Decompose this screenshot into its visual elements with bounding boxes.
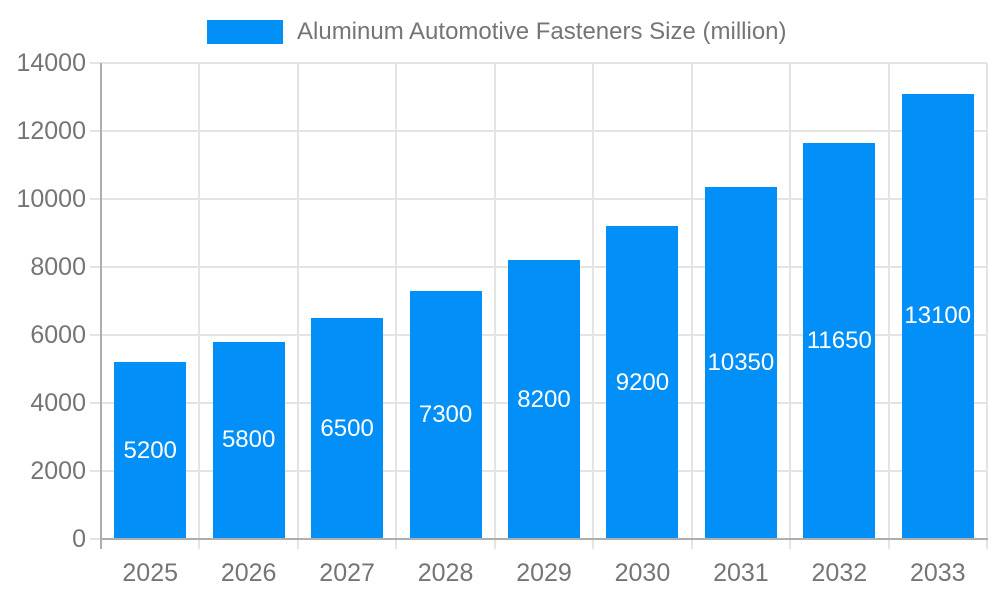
- y-tick: [90, 266, 101, 268]
- bar[interactable]: [803, 142, 876, 538]
- x-axis-label: 2025: [122, 559, 179, 587]
- bar-value-label: 8200: [517, 385, 571, 413]
- y-gridline: [101, 198, 987, 200]
- x-axis-label: 2032: [811, 559, 868, 587]
- x-axis-line: [100, 538, 988, 540]
- y-axis-label: 4000: [30, 389, 86, 417]
- y-tick: [90, 402, 101, 404]
- x-gridline: [592, 63, 595, 539]
- bar-value-label: 7300: [418, 400, 473, 428]
- x-gridline: [789, 63, 792, 539]
- x-gridline: [395, 63, 398, 539]
- bar-value-label: 9200: [615, 368, 670, 396]
- x-gridline: [690, 63, 693, 539]
- x-tick: [198, 539, 201, 549]
- x-axis-label: 2027: [319, 559, 375, 587]
- y-axis-label: 2000: [30, 457, 86, 485]
- bar[interactable]: [311, 318, 384, 538]
- y-tick: [90, 470, 101, 472]
- y-axis-label: 10000: [16, 185, 86, 213]
- bar-value-label: 5800: [221, 426, 276, 454]
- x-axis-label: 2028: [417, 559, 474, 587]
- bar[interactable]: [409, 290, 482, 538]
- bar[interactable]: [508, 260, 580, 538]
- x-axis-label: 2026: [220, 559, 277, 587]
- x-gridline: [986, 63, 988, 539]
- bar[interactable]: [212, 341, 285, 538]
- y-axis-line: [100, 63, 102, 549]
- x-tick: [887, 539, 890, 549]
- x-gridline: [198, 63, 201, 539]
- x-tick: [592, 539, 595, 549]
- y-tick: [90, 334, 101, 336]
- bar[interactable]: [114, 362, 187, 538]
- y-tick: [90, 538, 101, 540]
- x-axis-label: 2033: [909, 559, 966, 587]
- bar-value-label: 6500: [320, 414, 374, 442]
- x-tick: [986, 539, 988, 549]
- y-axis-label: 14000: [16, 49, 86, 77]
- y-axis-label: 6000: [30, 321, 86, 349]
- x-axis-label: 2031: [713, 559, 769, 587]
- x-gridline: [887, 63, 890, 539]
- legend-swatch: [207, 20, 283, 44]
- x-gridline: [296, 63, 299, 539]
- bar-value-label: 5200: [123, 436, 177, 464]
- bar-value-label: 10350: [707, 349, 775, 377]
- bar[interactable]: [704, 187, 777, 538]
- bar[interactable]: [901, 93, 974, 538]
- bar-value-label: 13100: [904, 302, 972, 330]
- x-tick: [493, 539, 496, 549]
- y-axis-label: 0: [72, 525, 86, 553]
- x-tick: [395, 539, 398, 549]
- y-gridline: [101, 62, 987, 64]
- x-axis-label: 2029: [516, 559, 572, 587]
- x-gridline: [493, 63, 496, 539]
- y-tick: [90, 198, 101, 200]
- bar-value-label: 11650: [806, 326, 872, 354]
- x-tick: [789, 539, 792, 549]
- legend-item[interactable]: Aluminum Automotive Fasteners Size (mill…: [207, 19, 787, 45]
- legend-label: Aluminum Automotive Fasteners Size (mill…: [297, 18, 787, 45]
- x-tick: [690, 539, 693, 549]
- bar[interactable]: [606, 226, 679, 538]
- y-axis-label: 12000: [16, 117, 86, 145]
- y-tick: [90, 62, 101, 64]
- y-axis-label: 8000: [30, 253, 86, 281]
- y-gridline: [101, 130, 987, 132]
- x-axis-label: 2030: [614, 559, 671, 587]
- y-tick: [90, 130, 101, 132]
- x-tick: [296, 539, 299, 549]
